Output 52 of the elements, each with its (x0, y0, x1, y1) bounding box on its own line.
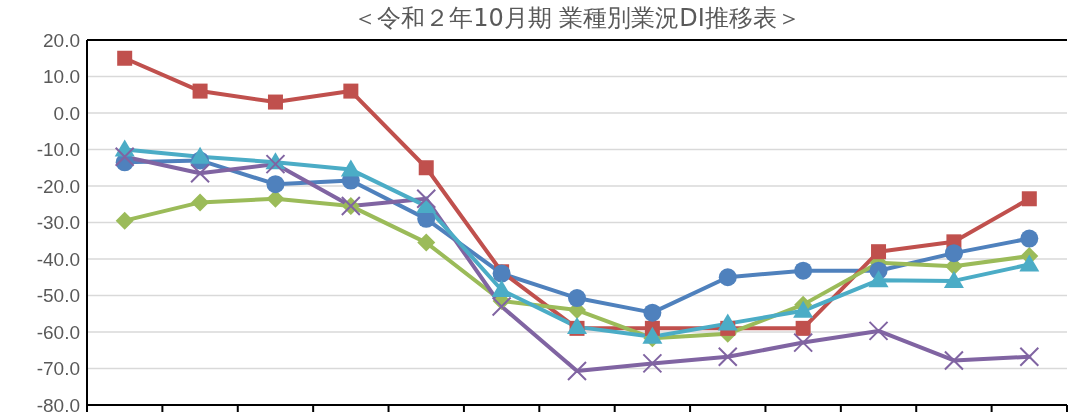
point (266, 175, 285, 194)
point (795, 320, 811, 336)
y-tick-label: 0.0 (53, 102, 80, 124)
y-tick-label: -60.0 (36, 321, 80, 343)
point (1020, 229, 1039, 248)
point (871, 244, 887, 260)
y-tick-label: 10.0 (43, 66, 80, 88)
point (115, 211, 134, 230)
point (943, 270, 964, 288)
point (491, 280, 512, 298)
point (642, 326, 663, 344)
point (944, 244, 963, 263)
point (190, 163, 211, 184)
point (717, 346, 738, 367)
point (568, 289, 586, 308)
point (868, 270, 889, 288)
y-tick-label: -80.0 (36, 394, 80, 416)
point (793, 300, 814, 318)
point (717, 313, 738, 331)
point (1021, 191, 1037, 207)
point (191, 193, 210, 212)
y-tick-label: -10.0 (36, 139, 80, 161)
point (114, 146, 135, 167)
y-tick-label: 20.0 (43, 29, 80, 51)
point (868, 320, 889, 341)
point (416, 188, 437, 209)
point (567, 361, 587, 382)
point (491, 296, 512, 317)
point (794, 261, 813, 280)
point (943, 350, 964, 371)
y-tick-label: -30.0 (36, 212, 80, 234)
y-tick-label: -50.0 (36, 285, 80, 307)
point (643, 303, 662, 322)
point (267, 94, 283, 110)
point (718, 268, 737, 287)
chart-title: ＜令和２年10月期 業種別業況DI推移表＞ (353, 4, 801, 32)
point (190, 146, 211, 164)
y-tick-label: -40.0 (36, 248, 80, 270)
point (567, 316, 587, 334)
point (265, 154, 286, 175)
y-tick-label: -20.0 (36, 175, 80, 197)
point (343, 83, 359, 99)
point (793, 332, 814, 353)
y-tick-label: -70.0 (36, 358, 80, 380)
point (340, 159, 361, 177)
point (417, 233, 436, 252)
point (192, 83, 208, 99)
point (642, 353, 663, 374)
point (418, 160, 434, 176)
point (117, 50, 133, 66)
point (1019, 346, 1040, 367)
point (1019, 254, 1040, 272)
